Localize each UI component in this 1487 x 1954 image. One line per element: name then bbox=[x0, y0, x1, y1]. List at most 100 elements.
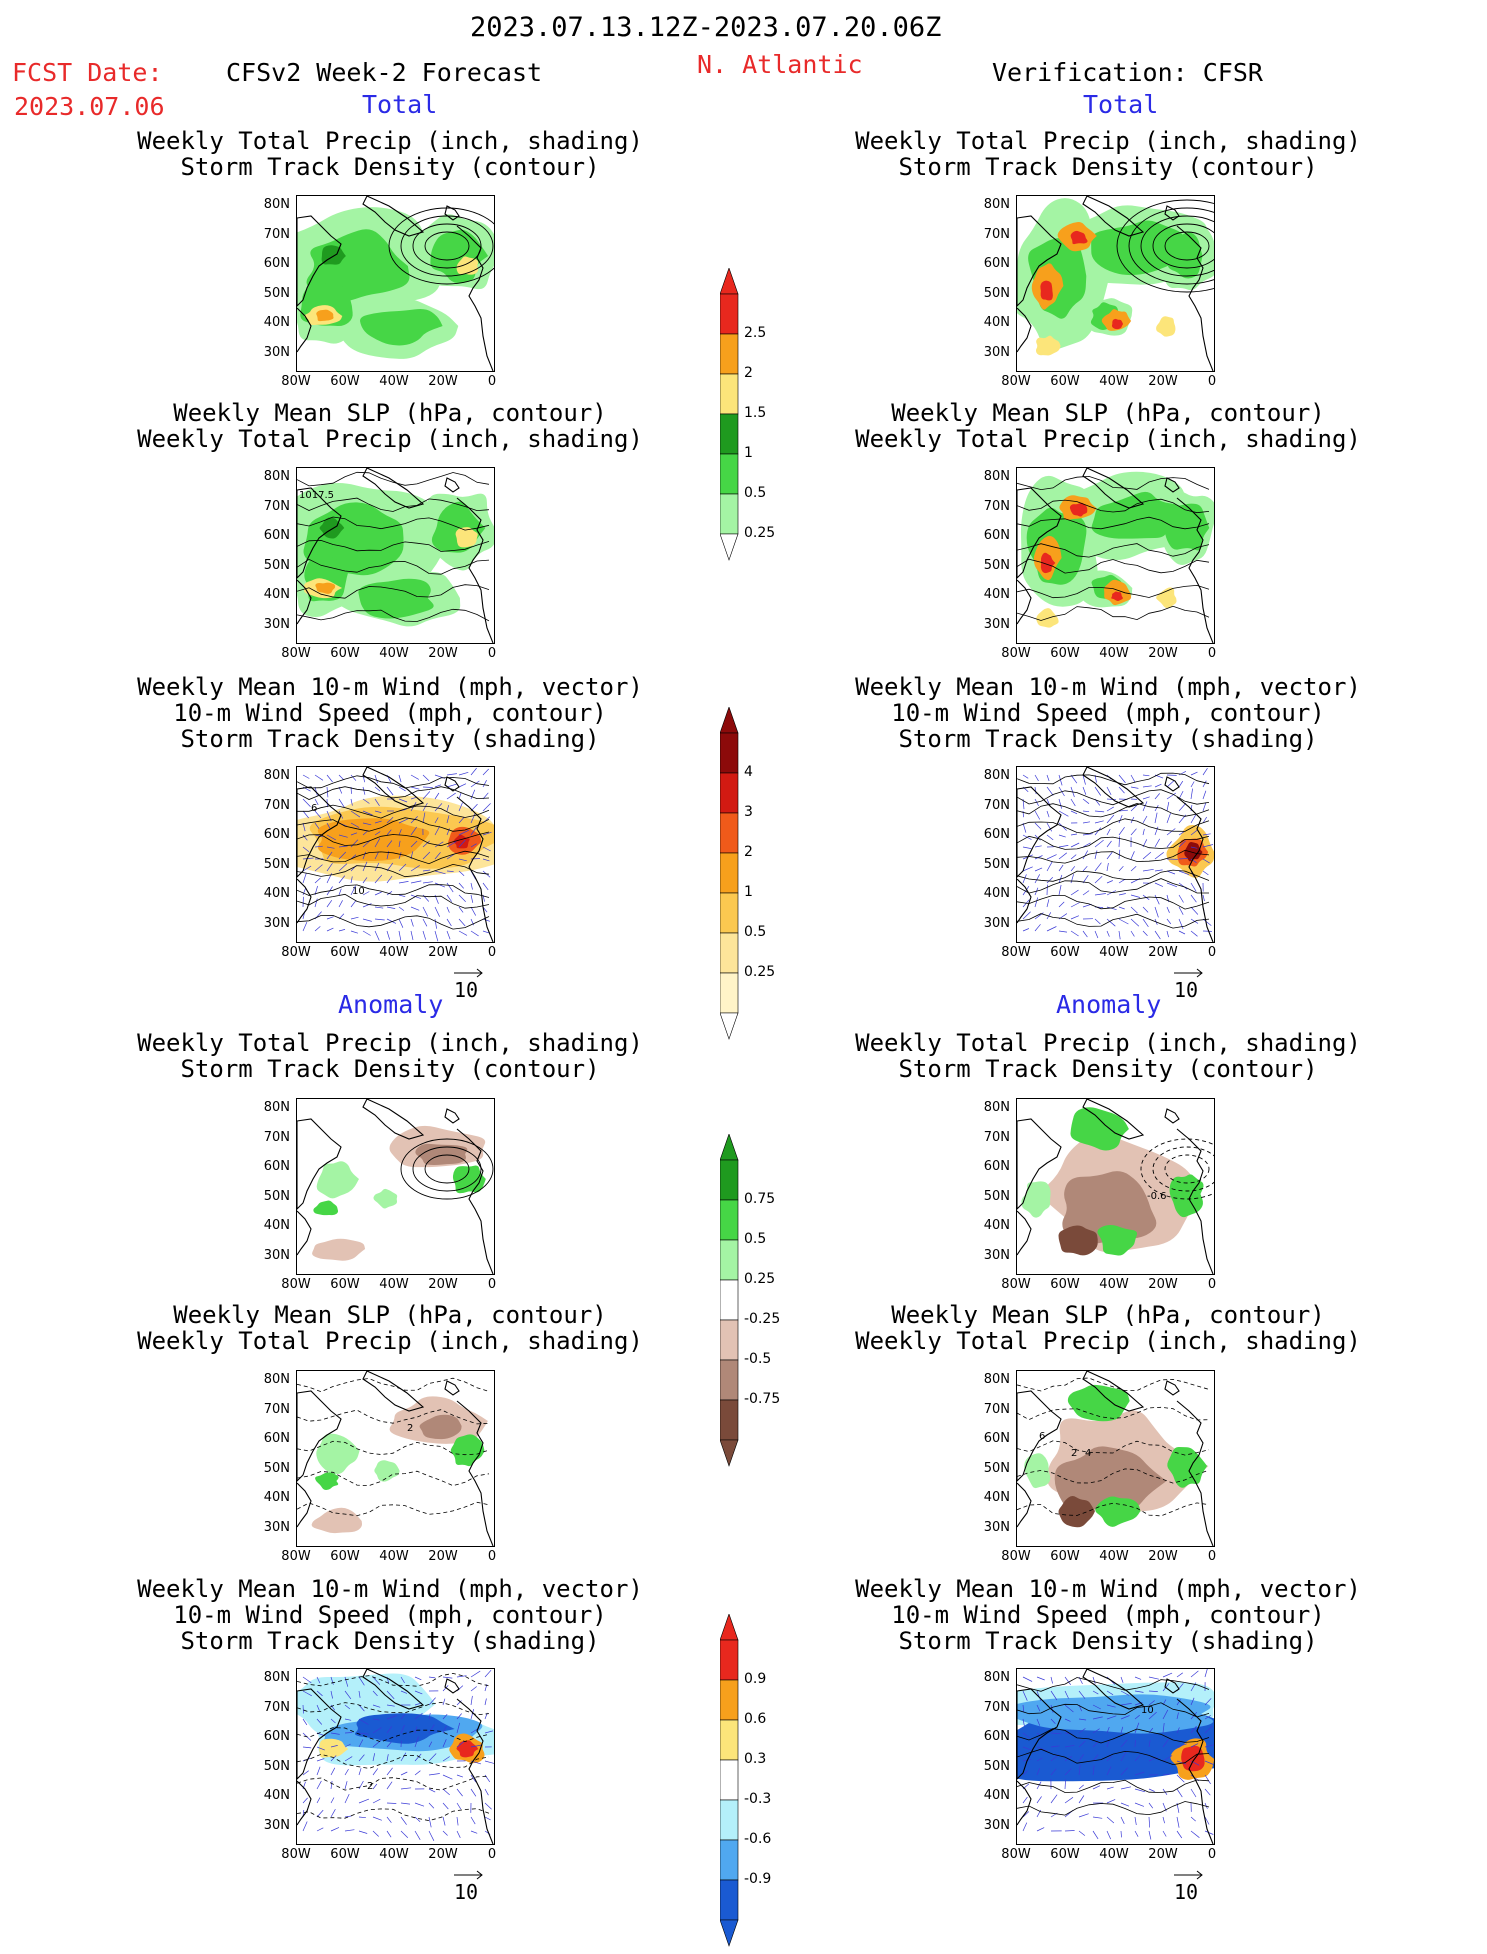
colorbar-track_total bbox=[720, 707, 750, 1047]
vector-ref-arrow bbox=[452, 968, 486, 978]
wind-vector bbox=[459, 895, 466, 902]
colorbar-segment bbox=[720, 813, 738, 853]
wind-vector bbox=[457, 1789, 463, 1796]
wind-vector bbox=[1155, 813, 1157, 823]
wind-vector bbox=[1083, 811, 1089, 812]
lat-tick-label: 50N bbox=[254, 1461, 290, 1476]
wind-vector bbox=[387, 1831, 391, 1837]
wind-vector bbox=[1155, 883, 1163, 887]
colorbar-track_anom bbox=[720, 1614, 750, 1954]
wind-vector bbox=[1119, 815, 1122, 823]
lat-tick-label: 60N bbox=[974, 1159, 1010, 1174]
wind-vector bbox=[459, 907, 463, 912]
wind-vector bbox=[415, 1771, 420, 1775]
lon-tick-label: 60W bbox=[1045, 374, 1085, 389]
lon-tick-label: 60W bbox=[325, 1847, 365, 1862]
wind-vector bbox=[423, 775, 429, 781]
lon-tick-label: 80W bbox=[276, 945, 316, 960]
wind-vector bbox=[327, 917, 334, 919]
wind-vector bbox=[1205, 1789, 1210, 1795]
wind-vector bbox=[1135, 1677, 1141, 1679]
contour-line bbox=[1017, 1780, 1209, 1793]
lon-tick-label: 0 bbox=[1192, 374, 1232, 389]
wind-vector bbox=[1023, 1797, 1027, 1803]
wind-vector bbox=[1143, 786, 1152, 787]
wind-vector bbox=[447, 784, 457, 787]
wind-vector bbox=[1107, 829, 1110, 835]
wind-vector bbox=[1179, 931, 1185, 934]
coastline bbox=[1017, 879, 1031, 923]
wind-vector bbox=[375, 907, 383, 908]
contour-line bbox=[297, 1378, 489, 1392]
wind-vector bbox=[1059, 865, 1063, 871]
wind-vector bbox=[471, 931, 479, 936]
wind-vector bbox=[1149, 1677, 1159, 1679]
lat-tick-label: 50N bbox=[974, 857, 1010, 872]
lat-tick-label: 70N bbox=[254, 227, 290, 242]
wind-vector bbox=[1083, 931, 1087, 937]
lat-tick-label: 60N bbox=[974, 528, 1010, 543]
wind-vector bbox=[399, 881, 409, 883]
wind-vector bbox=[471, 1817, 475, 1824]
lat-tick-label: 70N bbox=[254, 1130, 290, 1145]
wind-vector bbox=[327, 775, 333, 782]
wind-vector bbox=[1203, 802, 1206, 811]
lat-tick-label: 50N bbox=[254, 1759, 290, 1774]
wind-vector bbox=[1051, 1677, 1053, 1684]
lat-tick-label: 80N bbox=[974, 1100, 1010, 1115]
wind-vector bbox=[373, 1817, 382, 1820]
lon-tick-label: 60W bbox=[325, 374, 365, 389]
lat-tick-label: 60N bbox=[254, 1729, 290, 1744]
contour-line bbox=[297, 787, 489, 800]
wind-vector bbox=[1083, 822, 1090, 823]
lon-tick-label: 20W bbox=[423, 945, 463, 960]
lon-tick-label: 0 bbox=[1192, 945, 1232, 960]
lat-tick-label: 40N bbox=[254, 315, 290, 330]
lon-tick-label: 20W bbox=[1143, 1847, 1183, 1862]
colorbar-segment bbox=[720, 454, 738, 494]
wind-vector bbox=[401, 1772, 407, 1775]
wind-vector bbox=[1167, 813, 1171, 823]
contour-label: -0.6 bbox=[1147, 1191, 1167, 1202]
wind-vector bbox=[1079, 1814, 1089, 1817]
wind-vector bbox=[1143, 869, 1154, 871]
wind-vector bbox=[315, 775, 323, 780]
wind-vector bbox=[447, 883, 453, 892]
wind-vector bbox=[317, 1828, 323, 1831]
lat-tick-label: 50N bbox=[254, 558, 290, 573]
wind-vector bbox=[1035, 846, 1042, 847]
wind-vector bbox=[471, 1696, 472, 1705]
wind-vector bbox=[1163, 1817, 1165, 1823]
wind-vector bbox=[351, 931, 358, 933]
map-panel-aprecip-forecast bbox=[296, 1098, 495, 1275]
colorbar-segment bbox=[720, 494, 738, 534]
colorbar-label: 0.9 bbox=[744, 1671, 766, 1687]
wind-vector bbox=[1047, 811, 1049, 817]
wind-vector bbox=[327, 900, 332, 907]
wind-vector bbox=[1071, 890, 1079, 895]
lat-tick-label: 30N bbox=[974, 617, 1010, 632]
lat-tick-label: 80N bbox=[974, 1372, 1010, 1387]
colorbar-label: 2 bbox=[744, 844, 753, 860]
wind-vector bbox=[1131, 787, 1138, 788]
wind-vector bbox=[1177, 1817, 1179, 1828]
shading-region bbox=[373, 1189, 397, 1209]
wind-vector bbox=[1119, 894, 1126, 896]
wind-vector bbox=[1095, 894, 1106, 896]
wind-vector bbox=[485, 1803, 492, 1809]
panel-title: Weekly Mean 10-m Wind (mph, vector)10-m … bbox=[90, 674, 690, 752]
lat-tick-label: 40N bbox=[254, 886, 290, 901]
wind-vector bbox=[303, 811, 309, 818]
colorbar-label: -0.6 bbox=[744, 1831, 771, 1847]
colorbar-segment bbox=[720, 1880, 738, 1920]
wind-vector bbox=[1095, 851, 1097, 860]
colorbar-segment bbox=[720, 1240, 738, 1280]
wind-vector bbox=[447, 931, 450, 939]
wind-vector bbox=[375, 892, 382, 895]
wind-vector bbox=[1047, 899, 1049, 907]
wind-vector bbox=[429, 1677, 435, 1678]
colorbar-label: 0.25 bbox=[744, 1271, 775, 1287]
wind-vector bbox=[359, 1831, 367, 1834]
wind-vector bbox=[429, 1789, 435, 1792]
lon-tick-label: 40W bbox=[374, 1549, 414, 1564]
